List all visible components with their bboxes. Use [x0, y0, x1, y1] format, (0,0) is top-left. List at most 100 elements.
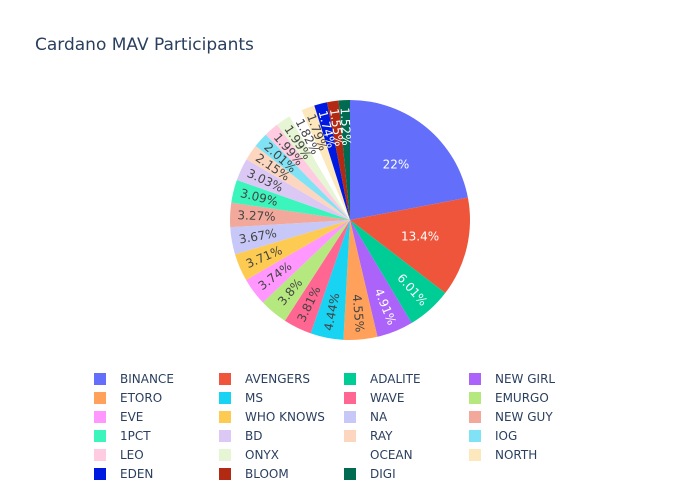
- legend-item-leo[interactable]: LEO: [94, 448, 144, 462]
- legend-label-eden: EDEN: [120, 467, 153, 481]
- legend-swatch-adalite: [344, 373, 356, 385]
- legend-swatch-etoro: [94, 392, 106, 404]
- legend-swatch-iog: [469, 430, 481, 442]
- slice-label-binance: 22%: [383, 158, 410, 172]
- pie-slice-who-knows: [235, 220, 350, 280]
- legend-label-who-knows: WHO KNOWS: [245, 410, 325, 424]
- pie-slice-emurgo: [262, 220, 350, 321]
- pie-slice-eve: [246, 220, 350, 303]
- pie-slice-new-girl: [350, 220, 412, 337]
- legend-label-adalite: ADALITE: [370, 372, 421, 386]
- pie-slice-ms: [310, 220, 350, 340]
- legend-swatch-new-guy: [469, 411, 481, 423]
- slice-label-new-guy: 3.27%: [237, 208, 276, 224]
- legend-item-digi[interactable]: DIGI: [344, 467, 396, 481]
- slice-label-na: 3.67%: [238, 226, 278, 246]
- legend-swatch-na: [344, 411, 356, 423]
- legend-item-1pct[interactable]: 1PCT: [94, 429, 151, 443]
- legend-item-new-guy[interactable]: NEW GUY: [469, 410, 553, 424]
- legend-item-ray[interactable]: RAY: [344, 429, 393, 443]
- legend-label-na: NA: [370, 410, 388, 424]
- legend-swatch-1pct: [94, 430, 106, 442]
- pie-slice-ocean: [289, 110, 350, 220]
- pie-slice-ray: [246, 145, 350, 220]
- legend-label-new-guy: NEW GUY: [495, 410, 553, 424]
- legend-item-bd[interactable]: BD: [219, 429, 262, 443]
- legend-swatch-emurgo: [469, 392, 481, 404]
- slice-label-avengers: 13.4%: [401, 230, 439, 244]
- pie-slice-bloom: [326, 100, 350, 220]
- legend-item-iog[interactable]: IOG: [469, 429, 517, 443]
- legend-item-na[interactable]: NA: [344, 410, 388, 424]
- legend-label-1pct: 1PCT: [120, 429, 151, 443]
- legend-item-ms[interactable]: MS: [219, 391, 263, 405]
- legend-swatch-bloom: [219, 468, 231, 480]
- pie-slice-avengers: [350, 197, 471, 293]
- pie-slice-digi: [338, 100, 350, 220]
- legend-swatch-binance: [94, 373, 106, 385]
- legend-swatch-digi: [344, 468, 356, 480]
- legend: BINANCE AVENGERS ADALITE NEW GIRL ETORO MS WAV…: [94, 372, 555, 481]
- pie-slice-onyx: [276, 116, 350, 220]
- legend-swatch-onyx: [219, 449, 231, 461]
- legend-swatch-wave: [344, 392, 356, 404]
- legend-label-ray: RAY: [370, 429, 393, 443]
- legend-item-eve[interactable]: EVE: [94, 410, 143, 424]
- legend-item-avengers[interactable]: AVENGERS: [219, 372, 310, 386]
- legend-label-avengers: AVENGERS: [245, 372, 310, 386]
- legend-label-eve: EVE: [120, 410, 143, 424]
- legend-label-wave: WAVE: [370, 391, 404, 405]
- pie-slice-eden: [314, 102, 350, 220]
- legend-item-onyx[interactable]: ONYX: [219, 448, 279, 462]
- legend-item-binance[interactable]: BINANCE: [94, 372, 174, 386]
- legend-swatch-eden: [94, 468, 106, 480]
- legend-item-wave[interactable]: WAVE: [344, 391, 404, 405]
- pie-slice-na: [230, 220, 350, 255]
- pie-slice-adalite: [350, 220, 446, 323]
- legend-label-new-girl: NEW GIRL: [495, 372, 555, 386]
- legend-item-who-knows[interactable]: WHO KNOWS: [219, 410, 325, 424]
- pie-slice-north: [301, 105, 350, 220]
- legend-item-north[interactable]: NORTH: [469, 448, 537, 462]
- slice-label-etoro: 4.55%: [350, 294, 367, 333]
- legend-item-emurgo[interactable]: EMURGO: [469, 391, 549, 405]
- legend-swatch-leo: [94, 449, 106, 461]
- legend-swatch-north: [469, 449, 481, 461]
- legend-label-north: NORTH: [495, 448, 537, 462]
- pie-slice-binance: [350, 100, 468, 220]
- pie-slices: [229, 100, 471, 341]
- legend-swatch-ray: [344, 430, 356, 442]
- legend-swatch-ms: [219, 392, 231, 404]
- pie-slice-iog: [255, 134, 350, 220]
- legend-label-leo: LEO: [120, 448, 144, 462]
- legend-label-bloom: BLOOM: [245, 467, 289, 481]
- legend-swatch-who-knows: [219, 411, 231, 423]
- legend-item-eden[interactable]: EDEN: [94, 467, 153, 481]
- legend-item-ocean[interactable]: OCEAN: [344, 448, 413, 462]
- legend-swatch-ocean: [344, 449, 356, 461]
- legend-label-digi: DIGI: [370, 467, 396, 481]
- pie-slice-1pct: [231, 180, 350, 220]
- legend-label-ms: MS: [245, 391, 263, 405]
- legend-swatch-avengers: [219, 373, 231, 385]
- pie-slice-etoro: [343, 220, 378, 341]
- pie-slice-bd: [236, 159, 350, 220]
- legend-label-etoro: ETORO: [120, 391, 162, 405]
- slice-label-digi: 1.52%: [338, 107, 354, 146]
- legend-label-binance: BINANCE: [120, 372, 174, 386]
- slice-label-bloom: 1.55%: [327, 107, 346, 147]
- legend-label-ocean: OCEAN: [370, 448, 413, 462]
- pie-slice-leo: [265, 124, 350, 220]
- legend-item-bloom[interactable]: BLOOM: [219, 467, 289, 481]
- legend-swatch-eve: [94, 411, 106, 423]
- chart-title: Cardano MAV Participants: [35, 35, 254, 55]
- legend-swatch-new-girl: [469, 373, 481, 385]
- legend-item-adalite[interactable]: ADALITE: [344, 372, 421, 386]
- legend-item-etoro[interactable]: ETORO: [94, 391, 162, 405]
- legend-label-bd: BD: [245, 429, 262, 443]
- legend-label-iog: IOG: [495, 429, 517, 443]
- legend-label-onyx: ONYX: [245, 448, 279, 462]
- legend-item-new-girl[interactable]: NEW GIRL: [469, 372, 555, 386]
- pie-slice-new-guy: [229, 202, 350, 228]
